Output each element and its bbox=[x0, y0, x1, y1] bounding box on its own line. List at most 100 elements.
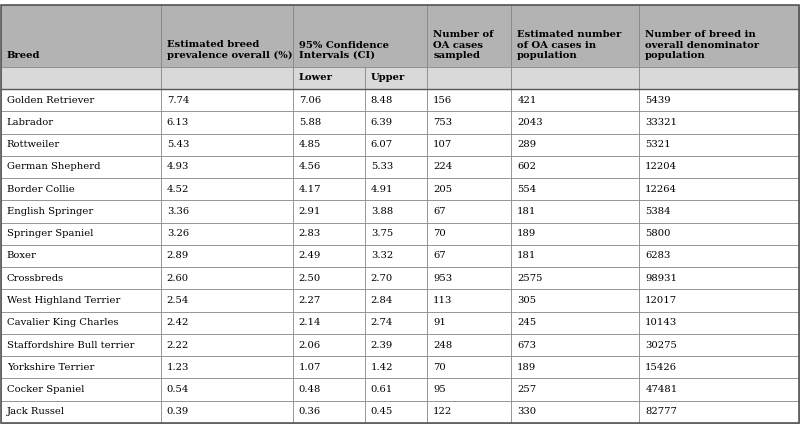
Text: Number of
OA cases
sampled: Number of OA cases sampled bbox=[434, 30, 494, 60]
Bar bbox=[511, 356, 639, 378]
Text: Staffordshire Bull terrier: Staffordshire Bull terrier bbox=[6, 341, 134, 350]
Text: 6.13: 6.13 bbox=[167, 118, 189, 127]
Bar bbox=[293, 267, 365, 289]
Bar bbox=[427, 378, 511, 401]
Bar bbox=[1, 134, 161, 156]
Text: 113: 113 bbox=[434, 296, 453, 305]
Bar bbox=[511, 200, 639, 223]
Bar bbox=[365, 312, 427, 334]
Text: 2.14: 2.14 bbox=[299, 318, 322, 327]
Text: 95% Confidence
Intervals (CI): 95% Confidence Intervals (CI) bbox=[299, 41, 389, 60]
Bar bbox=[293, 289, 365, 312]
Bar bbox=[365, 134, 427, 156]
Text: 67: 67 bbox=[434, 252, 446, 261]
Bar bbox=[161, 5, 293, 67]
Bar bbox=[511, 134, 639, 156]
Text: 98931: 98931 bbox=[646, 274, 677, 283]
Text: 2.84: 2.84 bbox=[371, 296, 393, 305]
Text: 330: 330 bbox=[517, 407, 536, 416]
Bar bbox=[511, 334, 639, 356]
Text: 33321: 33321 bbox=[646, 118, 677, 127]
Bar bbox=[427, 178, 511, 200]
Bar bbox=[293, 378, 365, 401]
Bar bbox=[511, 223, 639, 245]
Bar bbox=[427, 223, 511, 245]
Bar bbox=[365, 378, 427, 401]
Text: 5.88: 5.88 bbox=[299, 118, 321, 127]
Text: 245: 245 bbox=[517, 318, 537, 327]
Text: Boxer: Boxer bbox=[6, 252, 37, 261]
Bar bbox=[427, 356, 511, 378]
Bar bbox=[293, 200, 365, 223]
Text: 82777: 82777 bbox=[646, 407, 677, 416]
Text: Rottweiler: Rottweiler bbox=[6, 140, 60, 149]
Bar bbox=[161, 267, 293, 289]
Bar bbox=[1, 267, 161, 289]
Text: 5384: 5384 bbox=[646, 207, 671, 216]
Bar bbox=[161, 312, 293, 334]
Text: 289: 289 bbox=[517, 140, 536, 149]
Text: 0.39: 0.39 bbox=[167, 407, 189, 416]
Bar bbox=[511, 89, 639, 111]
Text: 1.07: 1.07 bbox=[299, 363, 321, 372]
Text: 673: 673 bbox=[517, 341, 536, 350]
Bar bbox=[293, 67, 365, 89]
Bar bbox=[427, 200, 511, 223]
Text: 5321: 5321 bbox=[646, 140, 671, 149]
Bar bbox=[161, 134, 293, 156]
Text: 1.42: 1.42 bbox=[371, 363, 394, 372]
Text: 12264: 12264 bbox=[646, 185, 677, 194]
Bar bbox=[161, 223, 293, 245]
Bar bbox=[511, 245, 639, 267]
Bar bbox=[1, 356, 161, 378]
Text: 5.43: 5.43 bbox=[167, 140, 189, 149]
Bar bbox=[161, 178, 293, 200]
Text: 70: 70 bbox=[434, 229, 446, 238]
Bar bbox=[639, 156, 799, 178]
Text: Breed: Breed bbox=[6, 51, 40, 60]
Bar bbox=[365, 401, 427, 423]
Text: 7.06: 7.06 bbox=[299, 95, 321, 104]
Bar bbox=[161, 111, 293, 134]
Text: 2.06: 2.06 bbox=[299, 341, 321, 350]
Text: 2.50: 2.50 bbox=[299, 274, 321, 283]
Bar bbox=[639, 401, 799, 423]
Text: German Shepherd: German Shepherd bbox=[6, 163, 100, 172]
Text: 257: 257 bbox=[517, 385, 536, 394]
Bar bbox=[1, 200, 161, 223]
Bar bbox=[639, 267, 799, 289]
Bar bbox=[161, 89, 293, 111]
Text: Crossbreds: Crossbreds bbox=[6, 274, 64, 283]
Bar bbox=[427, 156, 511, 178]
Bar bbox=[639, 356, 799, 378]
Text: 67: 67 bbox=[434, 207, 446, 216]
Text: 107: 107 bbox=[434, 140, 453, 149]
Bar bbox=[639, 178, 799, 200]
Bar bbox=[1, 89, 161, 111]
Bar bbox=[365, 267, 427, 289]
Bar bbox=[293, 111, 365, 134]
Bar bbox=[639, 89, 799, 111]
Text: 0.36: 0.36 bbox=[299, 407, 321, 416]
Bar bbox=[161, 289, 293, 312]
Text: 156: 156 bbox=[434, 95, 452, 104]
Text: Yorkshire Terrier: Yorkshire Terrier bbox=[6, 363, 94, 372]
Bar bbox=[365, 156, 427, 178]
Bar bbox=[511, 178, 639, 200]
Text: 2.91: 2.91 bbox=[299, 207, 321, 216]
Text: 4.52: 4.52 bbox=[167, 185, 189, 194]
Text: English Springer: English Springer bbox=[6, 207, 93, 216]
Text: 5800: 5800 bbox=[646, 229, 670, 238]
Text: 10143: 10143 bbox=[646, 318, 678, 327]
Bar bbox=[511, 5, 639, 67]
Bar bbox=[1, 289, 161, 312]
Bar bbox=[293, 334, 365, 356]
Bar bbox=[427, 289, 511, 312]
Text: 0.61: 0.61 bbox=[371, 385, 393, 394]
Bar bbox=[293, 5, 427, 67]
Bar bbox=[427, 312, 511, 334]
Bar bbox=[427, 67, 511, 89]
Bar bbox=[639, 289, 799, 312]
Bar bbox=[427, 111, 511, 134]
Text: 4.93: 4.93 bbox=[167, 163, 189, 172]
